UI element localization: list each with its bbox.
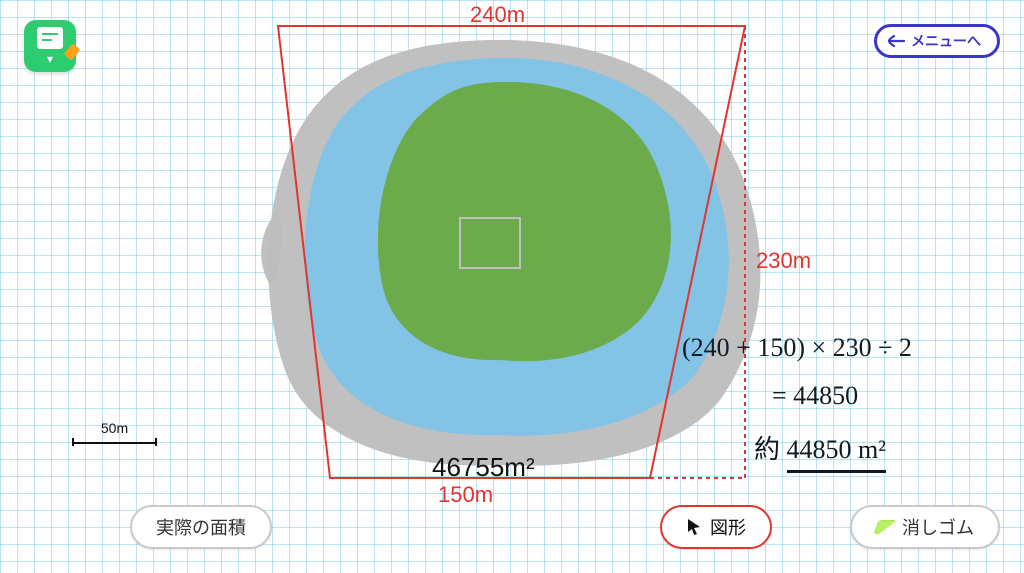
actual-area-button[interactable]: 実際の面積 xyxy=(130,505,272,549)
note-toggle-button[interactable]: ▾ xyxy=(24,20,76,72)
handwriting-line-2: = 44850 xyxy=(772,378,858,414)
shape-tool-label: 図形 xyxy=(710,514,746,540)
handwriting-approx-prefix: 約 xyxy=(754,435,780,464)
handwriting-line-3: 約 44850 m² xyxy=(754,432,886,473)
back-arrow-icon xyxy=(887,34,905,48)
computed-area-label: 46755m² xyxy=(432,452,535,483)
dim-height-label: 230m xyxy=(756,248,811,274)
diagram-layer xyxy=(0,0,1024,573)
note-icon xyxy=(37,27,63,49)
shape-tool-button[interactable]: 図形 xyxy=(660,505,772,549)
eraser-tool-button[interactable]: 消しゴム xyxy=(850,505,1000,549)
scale-bar: 50m xyxy=(72,420,157,444)
cursor-icon xyxy=(686,518,702,536)
actual-area-label: 実際の面積 xyxy=(156,514,246,540)
chevron-down-icon: ▾ xyxy=(47,53,53,65)
handwriting-result: 44850 m² xyxy=(787,432,887,473)
scale-label: 50m xyxy=(72,420,157,436)
menu-button-label: メニューへ xyxy=(911,31,981,51)
handwriting-line-1: (240 + 150) × 230 ÷ 2 xyxy=(682,330,912,366)
dim-top-label: 240m xyxy=(470,2,525,28)
menu-button[interactable]: メニューへ xyxy=(874,24,1000,58)
eraser-tool-label: 消しゴム xyxy=(902,514,974,540)
canvas: 240m 150m 230m 46755m² 50m (240 + 150) ×… xyxy=(0,0,1024,573)
scale-line xyxy=(72,442,157,444)
dim-bottom-label: 150m xyxy=(438,482,493,508)
eraser-icon xyxy=(873,520,896,534)
stadium-field xyxy=(378,82,671,361)
